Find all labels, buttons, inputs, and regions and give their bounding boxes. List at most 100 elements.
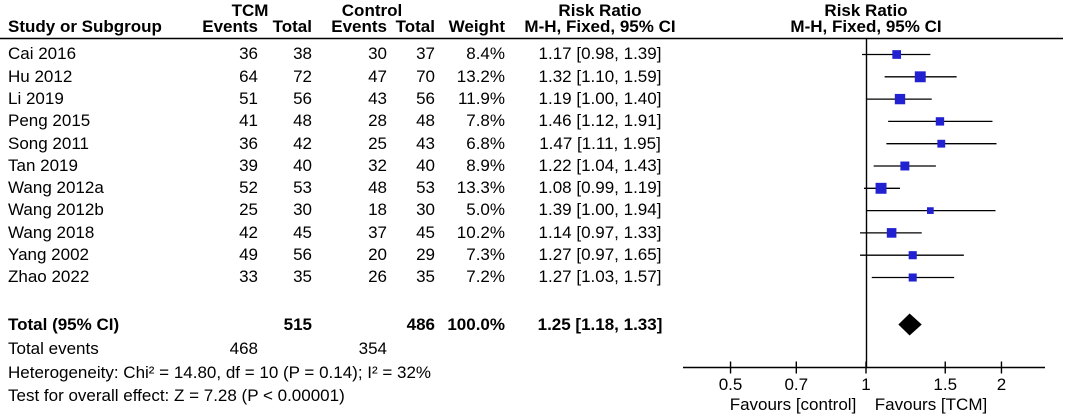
risk-ratio-ci: 1.46 [1.12, 1.91] bbox=[538, 111, 662, 131]
group-control-label: Control bbox=[341, 1, 403, 20]
control-total: 43 bbox=[416, 133, 435, 153]
col-header-study: Study or Subgroup bbox=[8, 17, 162, 36]
study-row: Li 2019 51 56 43 56 11.9% 1.19 [1.00, 1.40] bbox=[0, 88, 1065, 110]
risk-ratio-ci: 1.27 [1.03, 1.57] bbox=[538, 267, 662, 287]
control-events: 37 bbox=[368, 222, 387, 242]
total-risk-ratio: 1.25 [1.18, 1.33] bbox=[537, 314, 663, 334]
tcm-total: 40 bbox=[293, 155, 312, 175]
tcm-events: 33 bbox=[239, 267, 258, 287]
total-events-control: 354 bbox=[358, 339, 387, 358]
total-label: Total (95% CI) bbox=[8, 314, 120, 334]
tcm-events: 52 bbox=[239, 178, 258, 198]
overall-effect-text: Test for overall effect: Z = 7.28 (P < 0… bbox=[8, 386, 345, 405]
tcm-events: 39 bbox=[239, 155, 258, 175]
tcm-total: 56 bbox=[293, 245, 312, 265]
study-name: Hu 2012 bbox=[8, 66, 73, 86]
study-row: Zhao 2022 33 35 26 35 7.2% 1.27 [1.03, 1.57] bbox=[0, 266, 1065, 288]
control-events: 48 bbox=[368, 178, 387, 198]
study-name: Peng 2015 bbox=[8, 111, 91, 131]
tcm-events: 51 bbox=[239, 88, 258, 108]
overall-effect-row: Test for overall effect: Z = 7.28 (P < 0… bbox=[0, 385, 1065, 407]
control-events: 43 bbox=[368, 88, 387, 108]
control-events: 32 bbox=[368, 155, 387, 175]
tcm-events: 49 bbox=[239, 245, 258, 265]
study-row: Song 2011 36 42 25 43 6.8% 1.47 [1.11, 1.95] bbox=[0, 133, 1065, 155]
total-weight: 100.0% bbox=[447, 314, 505, 334]
heterogeneity-row: Heterogeneity: Chi² = 14.80, df = 10 (P … bbox=[0, 362, 1065, 384]
weight: 8.4% bbox=[466, 44, 505, 64]
col-header-control-total: Total bbox=[395, 17, 435, 36]
study-row: Wang 2018 42 45 37 45 10.2% 1.14 [0.97, 1.33] bbox=[0, 222, 1065, 244]
control-total: 56 bbox=[416, 88, 435, 108]
plot-header-mh-fixed: M-H, Fixed, 95% CI bbox=[790, 17, 942, 36]
weight: 13.3% bbox=[456, 178, 505, 198]
weight: 7.3% bbox=[466, 245, 505, 265]
risk-ratio-ci: 1.14 [0.97, 1.33] bbox=[538, 222, 662, 242]
tcm-events: 36 bbox=[239, 44, 258, 64]
tcm-events: 42 bbox=[239, 222, 258, 242]
control-events: 18 bbox=[368, 200, 387, 220]
control-total: 40 bbox=[416, 155, 435, 175]
control-total: 45 bbox=[416, 222, 435, 242]
study-name: Tan 2019 bbox=[8, 155, 78, 175]
weight: 10.2% bbox=[456, 222, 505, 242]
tcm-events: 64 bbox=[239, 66, 258, 86]
risk-ratio-ci: 1.39 [1.00, 1.94] bbox=[538, 200, 662, 220]
weight: 13.2% bbox=[456, 66, 505, 86]
control-events: 25 bbox=[368, 133, 387, 153]
tcm-total: 30 bbox=[293, 200, 312, 220]
control-events: 20 bbox=[368, 245, 387, 265]
group-tcm-label: TCM bbox=[231, 1, 269, 20]
study-name: Wang 2012b bbox=[8, 200, 104, 220]
col-header-control-events: Events bbox=[331, 17, 387, 36]
risk-ratio-ci: 1.19 [1.00, 1.40] bbox=[538, 88, 662, 108]
col-header-weight: Weight bbox=[448, 17, 505, 36]
study-name: Li 2019 bbox=[8, 88, 64, 108]
control-total: 30 bbox=[416, 200, 435, 220]
tcm-total: 56 bbox=[293, 88, 312, 108]
study-row: Yang 2002 49 56 20 29 7.3% 1.27 [0.97, 1.65] bbox=[0, 244, 1065, 266]
col-header-mh-fixed: M-H, Fixed, 95% CI bbox=[524, 17, 676, 36]
header-row-columns: Study or Subgroup Events Total Events To… bbox=[0, 16, 1065, 38]
risk-ratio-ci: 1.22 [1.04, 1.43] bbox=[538, 155, 662, 175]
weight: 11.9% bbox=[458, 88, 505, 108]
tcm-total: 35 bbox=[293, 267, 312, 287]
control-total: 37 bbox=[416, 44, 435, 64]
weight: 6.8% bbox=[466, 133, 505, 153]
control-total: 35 bbox=[416, 267, 435, 287]
risk-ratio-ci: 1.32 [1.10, 1.59] bbox=[538, 66, 662, 86]
header-row-groups: TCM Control Risk Ratio Risk Ratio bbox=[0, 0, 1065, 22]
tcm-total: 38 bbox=[293, 44, 312, 64]
risk-ratio-ci: 1.17 [0.98, 1.39] bbox=[538, 44, 662, 64]
study-row: Cai 2016 36 38 30 37 8.4% 1.17 [0.98, 1.39] bbox=[0, 43, 1065, 65]
col-header-tcm-total: Total bbox=[272, 17, 312, 36]
control-events: 26 bbox=[368, 267, 387, 287]
total-row: Total (95% CI) 515 486 100.0% 1.25 [1.18… bbox=[0, 314, 1065, 336]
study-row: Wang 2012b 25 30 18 30 5.0% 1.39 [1.00, 1.94] bbox=[0, 199, 1065, 221]
control-total: 53 bbox=[416, 178, 435, 198]
control-events: 28 bbox=[368, 111, 387, 131]
weight: 8.9% bbox=[466, 155, 505, 175]
risk-ratio-column-title: Risk Ratio bbox=[558, 1, 642, 20]
total-tcm-total: 515 bbox=[283, 314, 312, 334]
tcm-events: 25 bbox=[239, 200, 258, 220]
control-total: 48 bbox=[416, 111, 435, 131]
tcm-total: 48 bbox=[293, 111, 312, 131]
total-events-label: Total events bbox=[8, 339, 99, 358]
tcm-total: 53 bbox=[293, 178, 312, 198]
total-events-tcm: 468 bbox=[229, 339, 258, 358]
control-events: 47 bbox=[368, 66, 387, 86]
study-row: Peng 2015 41 48 28 48 7.8% 1.46 [1.12, 1.91] bbox=[0, 110, 1065, 132]
tcm-events: 36 bbox=[239, 133, 258, 153]
study-name: Cai 2016 bbox=[8, 44, 77, 64]
heterogeneity-text: Heterogeneity: Chi² = 14.80, df = 10 (P … bbox=[8, 362, 432, 382]
tcm-total: 42 bbox=[293, 133, 312, 153]
col-header-tcm-events: Events bbox=[202, 17, 258, 36]
weight: 5.0% bbox=[466, 200, 505, 220]
tcm-total: 72 bbox=[293, 66, 312, 86]
study-row: Tan 2019 39 40 32 40 8.9% 1.22 [1.04, 1.43] bbox=[0, 155, 1065, 177]
tcm-events: 41 bbox=[239, 111, 258, 131]
risk-ratio-plot-title: Risk Ratio bbox=[824, 1, 908, 20]
study-name: Wang 2018 bbox=[8, 222, 95, 242]
